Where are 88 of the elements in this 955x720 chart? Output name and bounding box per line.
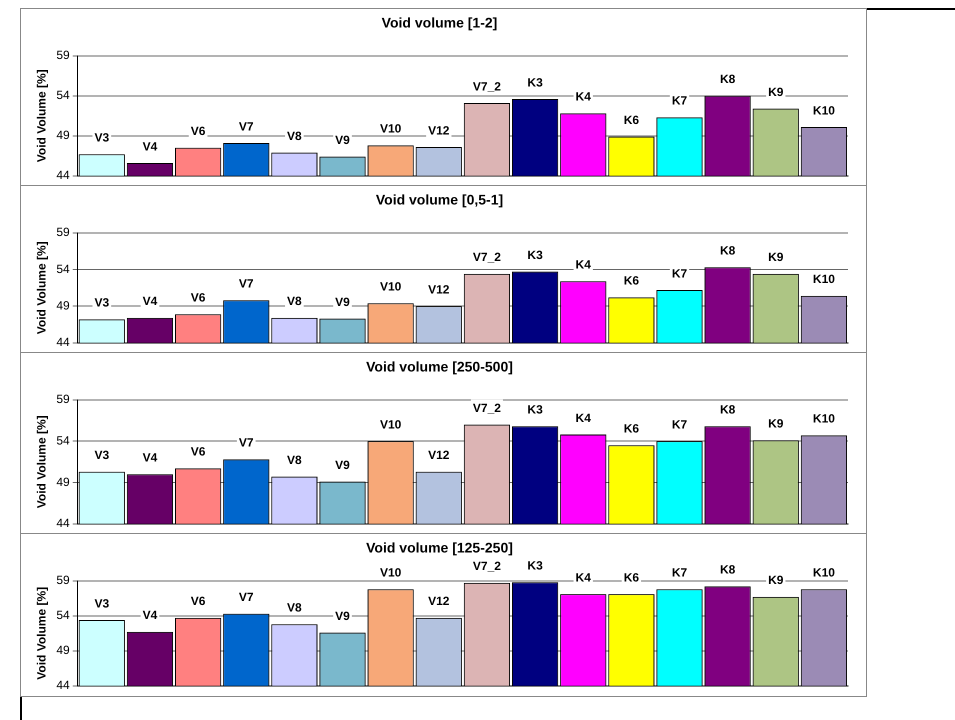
category-label: V9 [335,608,350,623]
chart-title: Void volume [1-2] [382,14,498,30]
chart-title: Void volume [0,5-1] [376,191,504,208]
category-label: V7 [238,276,254,291]
y-tick-label: 59 [56,573,70,588]
category-label: V3 [94,130,110,145]
category-label: V10 [380,122,402,136]
category-label: K8 [720,562,736,577]
category-label: V7_2 [472,79,501,94]
category-label: K4 [576,410,591,425]
category-label: K10 [812,103,835,118]
category-label: V3 [94,448,110,462]
category-label: V8 [287,294,302,308]
category-label: V4 [142,450,158,465]
category-label: K7 [672,566,688,580]
category-label: V10 [380,280,402,294]
category-label: K6 [624,112,640,127]
category-label: V7_2 [472,250,501,264]
category-label: V12 [428,448,450,462]
category-label: K6 [624,274,640,288]
y-axis-title: Void Volume [%] [34,586,49,680]
category-label: V7_2 [472,559,501,574]
category-label: K6 [624,422,640,436]
y-tick-label: 44 [56,335,70,350]
category-label: V4 [142,294,158,308]
category-label: V9 [335,458,350,472]
category-label: K4 [576,258,591,272]
category-label: V8 [287,128,302,143]
category-label: V6 [190,594,206,608]
y-axis-title: Void Volume [%] [34,415,49,508]
category-label: V7_2 [472,400,501,415]
y-tick-label: 44 [56,516,70,530]
category-label: K10 [812,272,835,286]
category-label: V10 [380,417,402,432]
category-label: K7 [672,94,688,108]
category-label: K10 [812,412,835,426]
category-label: K4 [576,570,591,584]
category-label: V6 [190,290,206,305]
category-label: V3 [94,296,110,310]
category-label: V7 [238,119,254,134]
y-tick-label: 49 [56,643,70,658]
category-label: V6 [190,444,206,459]
category-label: K9 [768,573,784,588]
category-label: K3 [527,75,543,90]
category-label: V6 [190,124,206,138]
category-label: K10 [812,566,835,580]
category-label: V12 [428,594,450,608]
y-tick-label: 54 [56,608,70,622]
category-label: V4 [142,608,158,622]
category-label: V10 [380,566,402,580]
category-label: V4 [142,139,158,154]
category-label: K9 [768,84,784,99]
chart-title: Void volume [250-500] [366,358,513,374]
y-tick-label: 54 [56,433,70,448]
category-label: K9 [768,250,784,264]
category-label: K7 [672,266,688,280]
category-label: V3 [94,596,110,610]
category-label: K4 [576,90,591,104]
y-tick-label: 49 [56,474,70,489]
category-label: V12 [428,282,450,296]
category-label: V8 [287,600,302,615]
y-axis-title: Void Volume [%] [34,241,49,334]
category-label: K3 [527,248,543,262]
chart-title: Void volume [125-250] [366,539,513,556]
y-tick-label: 49 [56,298,70,312]
y-tick-label: 54 [56,262,70,276]
y-tick-label: 44 [56,168,70,182]
category-label: V9 [335,294,350,309]
y-axis-title: Void Volume [%] [34,69,49,162]
category-label: K8 [720,402,736,417]
y-tick-label: 59 [56,392,70,406]
y-tick-label: 44 [56,678,70,692]
category-label: K9 [768,416,784,431]
category-label: V7 [238,436,254,450]
y-tick-label: 59 [56,48,70,62]
y-tick-label: 49 [56,128,70,142]
category-label: K6 [624,570,640,584]
y-tick-label: 54 [56,88,70,102]
category-label: K3 [527,402,543,417]
category-label: K8 [720,72,736,86]
y-tick-label: 59 [56,225,70,240]
category-label: V12 [428,123,450,138]
category-label: V8 [287,452,302,467]
category-label: K3 [527,558,543,573]
category-label: K8 [720,244,736,258]
category-label: V9 [335,132,350,147]
category-label: K7 [672,417,688,432]
category-label: V7 [238,590,254,604]
